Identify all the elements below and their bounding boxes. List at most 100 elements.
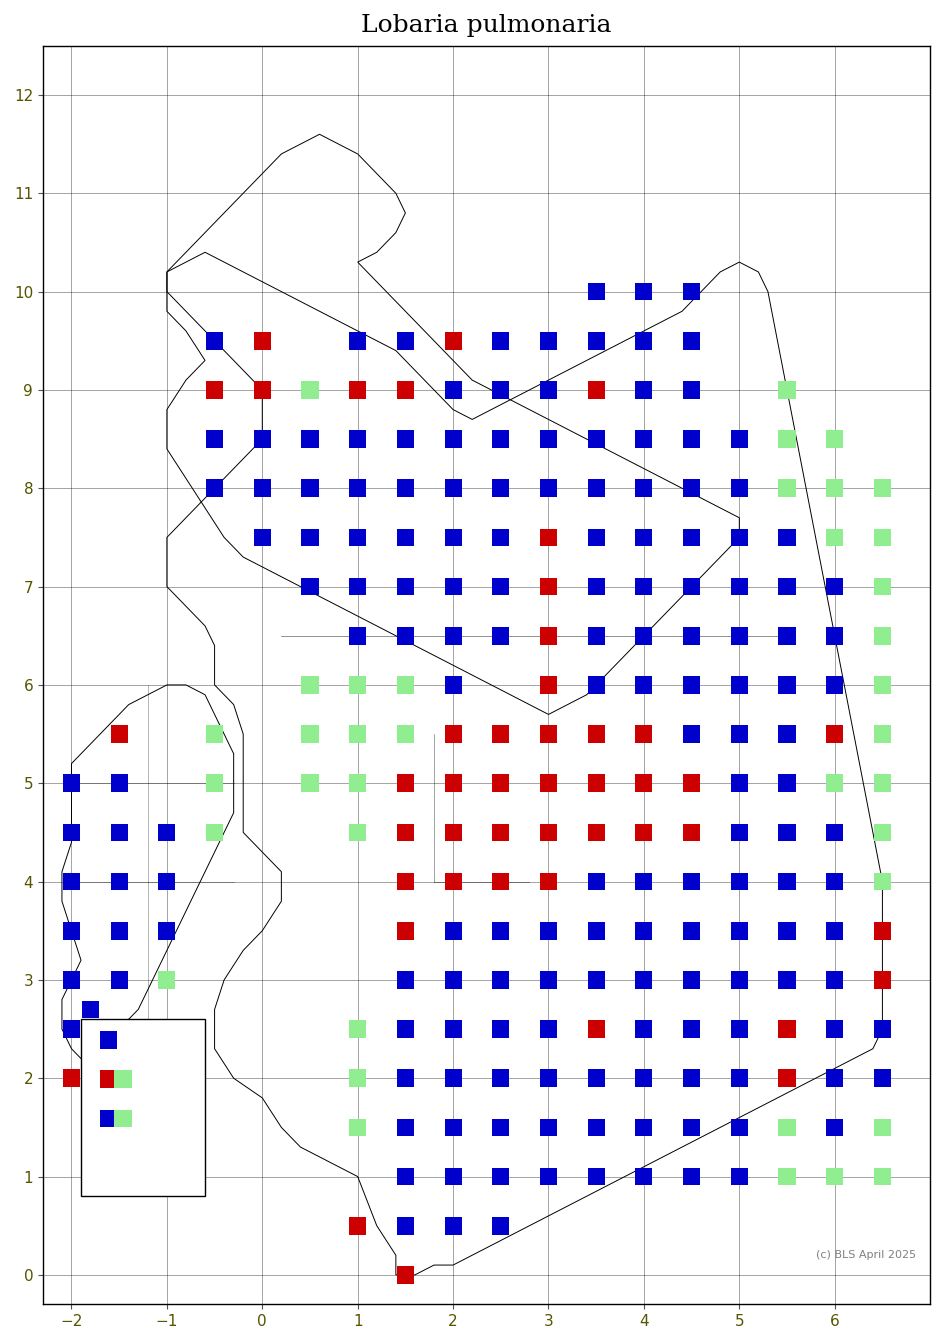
Bar: [445, 381, 462, 399]
Bar: [206, 823, 223, 841]
Bar: [110, 823, 127, 841]
Bar: [445, 1167, 462, 1186]
Bar: [826, 1119, 843, 1136]
Bar: [396, 725, 414, 743]
Bar: [492, 725, 510, 743]
Bar: [492, 921, 510, 940]
Bar: [110, 1021, 127, 1038]
Bar: [206, 430, 223, 449]
Bar: [731, 725, 748, 743]
Bar: [396, 1069, 414, 1086]
Bar: [635, 1069, 652, 1086]
Bar: [540, 479, 557, 497]
Bar: [779, 971, 796, 988]
Bar: [349, 479, 366, 497]
Bar: [396, 479, 414, 497]
Bar: [445, 577, 462, 595]
Bar: [587, 627, 605, 645]
Bar: [731, 1069, 748, 1086]
Bar: [349, 1069, 366, 1086]
Bar: [396, 971, 414, 988]
Bar: [731, 676, 748, 694]
Bar: [396, 1119, 414, 1136]
Bar: [779, 1167, 796, 1186]
Bar: [683, 430, 700, 449]
Bar: [492, 775, 510, 792]
Bar: [779, 921, 796, 940]
Bar: [587, 1021, 605, 1038]
Bar: [635, 1021, 652, 1038]
Bar: [492, 627, 510, 645]
Bar: [635, 627, 652, 645]
Bar: [492, 1021, 510, 1038]
Bar: [445, 430, 462, 449]
Bar: [683, 775, 700, 792]
Bar: [396, 1021, 414, 1038]
Bar: [587, 332, 605, 349]
Bar: [110, 775, 127, 792]
Bar: [683, 627, 700, 645]
Bar: [731, 971, 748, 988]
Bar: [540, 1119, 557, 1136]
Bar: [301, 775, 318, 792]
Bar: [349, 577, 366, 595]
Bar: [540, 725, 557, 743]
Bar: [779, 873, 796, 890]
Bar: [396, 775, 414, 792]
Bar: [100, 1031, 117, 1049]
Bar: [635, 1069, 652, 1086]
Bar: [492, 1167, 510, 1186]
Bar: [492, 479, 510, 497]
Bar: [635, 1167, 652, 1186]
Bar: [779, 1119, 796, 1136]
Bar: [110, 1021, 127, 1038]
Bar: [445, 332, 462, 349]
Bar: [874, 823, 891, 841]
Bar: [110, 823, 127, 841]
Bar: [635, 479, 652, 497]
Bar: [445, 971, 462, 988]
Bar: [731, 921, 748, 940]
Bar: [587, 921, 605, 940]
Bar: [731, 873, 748, 890]
Bar: [779, 921, 796, 940]
Bar: [826, 873, 843, 890]
Bar: [301, 430, 318, 449]
Bar: [445, 1069, 462, 1086]
Bar: [587, 529, 605, 547]
Bar: [683, 381, 700, 399]
Bar: [587, 381, 605, 399]
Bar: [731, 823, 748, 841]
Bar: [540, 1069, 557, 1086]
Bar: [445, 381, 462, 399]
Bar: [826, 577, 843, 595]
Bar: [492, 430, 510, 449]
Bar: [110, 775, 127, 792]
Bar: [635, 1021, 652, 1038]
Bar: [731, 1167, 748, 1186]
Bar: [587, 1069, 605, 1086]
Bar: [779, 529, 796, 547]
Bar: [540, 479, 557, 497]
Bar: [110, 921, 127, 940]
Bar: [826, 823, 843, 841]
Bar: [683, 627, 700, 645]
Bar: [100, 1109, 117, 1127]
Bar: [540, 577, 557, 595]
Bar: [779, 971, 796, 988]
Bar: [826, 676, 843, 694]
Bar: [349, 479, 366, 497]
Bar: [826, 577, 843, 595]
Bar: [110, 1021, 127, 1038]
Bar: [683, 1167, 700, 1186]
Bar: [396, 676, 414, 694]
Bar: [540, 971, 557, 988]
Bar: [683, 971, 700, 988]
Bar: [683, 873, 700, 890]
Bar: [683, 971, 700, 988]
Bar: [540, 332, 557, 349]
Bar: [445, 971, 462, 988]
Bar: [63, 921, 80, 940]
Bar: [445, 775, 462, 792]
Bar: [587, 1069, 605, 1086]
